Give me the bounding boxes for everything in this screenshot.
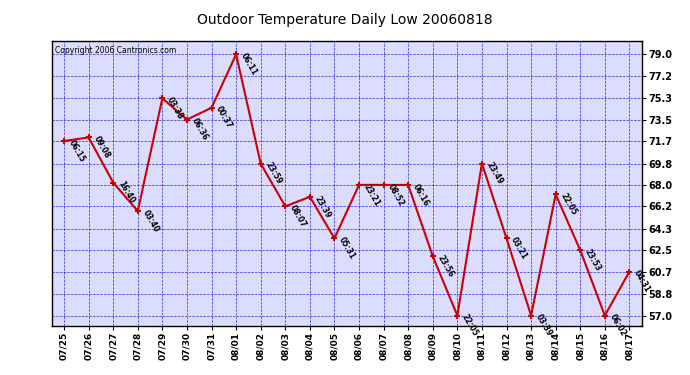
Text: Copyright 2006 Cantronics.com: Copyright 2006 Cantronics.com — [55, 45, 176, 54]
Text: 06:02: 06:02 — [608, 313, 627, 338]
Text: 03:39: 03:39 — [534, 313, 553, 338]
Text: 06:16: 06:16 — [411, 182, 431, 207]
Text: 22:05: 22:05 — [460, 313, 480, 338]
Text: 23:49: 23:49 — [484, 161, 504, 186]
Text: 00:37: 00:37 — [215, 105, 234, 130]
Text: 04:31: 04:31 — [632, 269, 652, 294]
Text: 05:31: 05:31 — [337, 236, 357, 261]
Text: 16:40: 16:40 — [116, 180, 136, 205]
Text: 06:15: 06:15 — [67, 138, 87, 164]
Text: Outdoor Temperature Daily Low 20060818: Outdoor Temperature Daily Low 20060818 — [197, 13, 493, 27]
Text: 06:11: 06:11 — [239, 51, 259, 77]
Text: 03:38: 03:38 — [165, 96, 185, 121]
Text: 22:05: 22:05 — [558, 192, 578, 217]
Text: 08:52: 08:52 — [386, 182, 406, 207]
Text: 03:21: 03:21 — [509, 236, 529, 261]
Text: 23:39: 23:39 — [313, 194, 333, 219]
Text: 09:08: 09:08 — [91, 135, 111, 160]
Text: 23:56: 23:56 — [435, 254, 455, 279]
Text: 23:59: 23:59 — [264, 161, 284, 186]
Text: 03:40: 03:40 — [141, 208, 160, 234]
Text: 23:53: 23:53 — [583, 248, 603, 273]
Text: 23:21: 23:21 — [362, 182, 382, 207]
Text: 08:07: 08:07 — [288, 204, 308, 229]
Text: 06:36: 06:36 — [190, 117, 210, 142]
